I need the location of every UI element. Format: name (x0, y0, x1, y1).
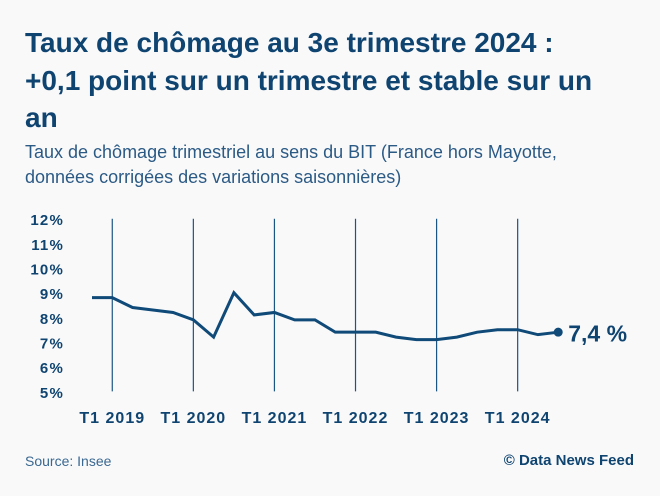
data-point (536, 333, 540, 337)
data-point (516, 328, 520, 332)
chart-subtitle: Taux de chômage trimestriel au sens du B… (25, 142, 557, 187)
data-point (90, 296, 94, 300)
end-point-dot (553, 327, 563, 337)
y-tick-label: 9% (40, 286, 64, 303)
credit-note: © Data News Feed (503, 452, 634, 469)
chart-title: Taux de chômage au 3e trimestre 2024 : +… (25, 27, 593, 133)
data-point (293, 318, 297, 322)
data-point (272, 310, 276, 314)
annotations: 7,4 % (553, 321, 627, 347)
data-point (151, 308, 155, 312)
data-point (232, 291, 236, 295)
y-tick-label: 12% (30, 212, 64, 229)
series (90, 290, 559, 342)
data-point (475, 330, 479, 334)
x-axis-labels: T1 2019 T1 2020 T1 2021 T1 2022 T1 2023 T1 20… (79, 410, 551, 427)
data-point (212, 335, 216, 339)
x-tick-label: T1 2020 (160, 410, 226, 427)
data-point (131, 306, 135, 310)
y-axis-labels: 12% 11% 10% 9% 8% 7% 6% 5% (30, 212, 64, 402)
data-point (110, 296, 114, 300)
y-tick-label: 5% (40, 385, 64, 402)
data-point (333, 330, 337, 334)
data-point (354, 330, 358, 334)
y-tick-label: 11% (31, 237, 64, 254)
gridlines (111, 218, 519, 392)
source-note: Source: Insee (25, 453, 112, 469)
x-tick-label: T1 2019 (79, 410, 145, 427)
y-tick-label: 10% (30, 262, 64, 279)
data-point (495, 328, 499, 332)
data-point (313, 318, 317, 322)
y-tick-label: 8% (40, 311, 64, 328)
data-point (171, 310, 175, 314)
line-chart: 12% 11% 10% 9% 8% 7% 6% 5% T1 2019 T1 2020 T1 202… (30, 212, 627, 427)
data-point (394, 335, 398, 339)
x-tick-label: T1 2024 (485, 410, 551, 427)
data-point (435, 338, 439, 342)
y-tick-label: 6% (40, 360, 64, 377)
x-tick-label: T1 2023 (404, 410, 470, 427)
x-tick-label: T1 2021 (242, 410, 308, 427)
data-point (414, 338, 418, 342)
data-point (252, 313, 256, 317)
series-line (92, 290, 559, 342)
y-tick-label: 7% (40, 336, 64, 353)
x-tick-label: T1 2022 (323, 410, 389, 427)
end-value-label: 7,4 % (568, 321, 627, 347)
data-point (455, 335, 459, 339)
data-point (374, 330, 378, 334)
data-point (191, 318, 195, 322)
